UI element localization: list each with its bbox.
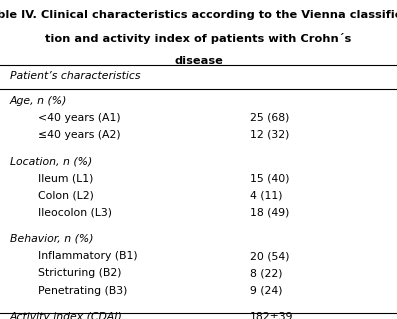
Text: 20 (54): 20 (54) [250, 251, 289, 261]
Text: 18 (49): 18 (49) [250, 208, 289, 218]
Text: Penetrating (B3): Penetrating (B3) [38, 286, 127, 296]
Text: Patient’s characteristics: Patient’s characteristics [10, 71, 141, 81]
Text: Ileocolon (L3): Ileocolon (L3) [38, 208, 112, 218]
Text: 9 (24): 9 (24) [250, 286, 283, 296]
Text: Table IV. Clinical characteristics according to the Vienna classifica-: Table IV. Clinical characteristics accor… [0, 10, 397, 19]
Text: 12 (32): 12 (32) [250, 130, 289, 140]
Text: Activity index (CDAI): Activity index (CDAI) [10, 312, 123, 319]
Text: 15 (40): 15 (40) [250, 173, 289, 183]
Text: Inflammatory (B1): Inflammatory (B1) [38, 251, 137, 261]
Text: <40 years (A1): <40 years (A1) [38, 113, 120, 123]
Text: Colon (L2): Colon (L2) [38, 190, 94, 201]
Text: 8 (22): 8 (22) [250, 268, 283, 278]
Text: ≤40 years (A2): ≤40 years (A2) [38, 130, 120, 140]
Text: 182±39: 182±39 [250, 312, 294, 319]
Text: Age, n (%): Age, n (%) [10, 95, 67, 106]
Text: tion and activity index of patients with Crohn´s: tion and activity index of patients with… [45, 33, 352, 44]
Text: Ileum (L1): Ileum (L1) [38, 173, 93, 183]
Text: Stricturing (B2): Stricturing (B2) [38, 268, 121, 278]
Text: disease: disease [174, 56, 223, 66]
Text: Behavior, n (%): Behavior, n (%) [10, 234, 93, 244]
Text: 4 (11): 4 (11) [250, 190, 283, 201]
Text: 25 (68): 25 (68) [250, 113, 289, 123]
Text: Location, n (%): Location, n (%) [10, 156, 92, 166]
